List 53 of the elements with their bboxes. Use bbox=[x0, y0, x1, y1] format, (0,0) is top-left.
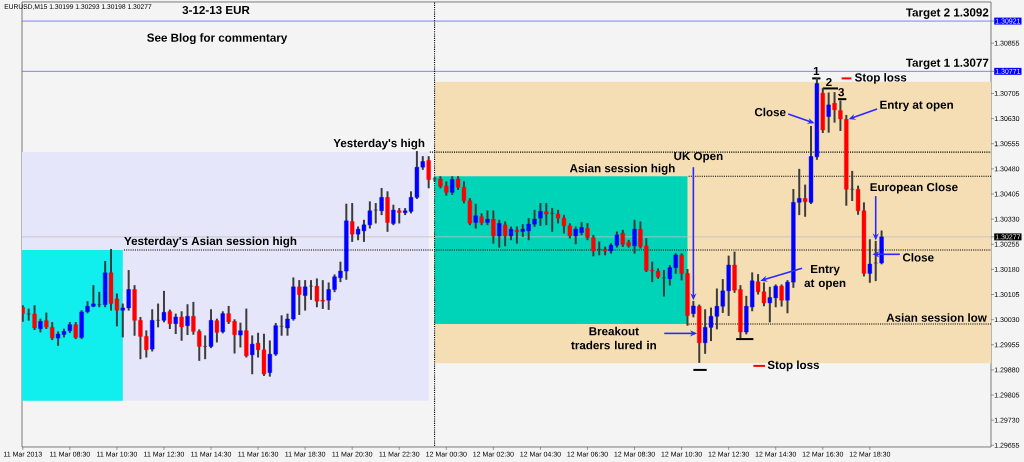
candlestick bbox=[179, 311, 184, 341]
annotation: Entry at open bbox=[880, 100, 953, 112]
ref-line-label: Target 2 1.3092 bbox=[905, 8, 989, 19]
candlestick bbox=[802, 184, 808, 217]
candlestick bbox=[185, 304, 190, 336]
candlestick bbox=[220, 311, 225, 334]
candlestick bbox=[97, 291, 102, 308]
series-label: Stop loss bbox=[854, 72, 907, 84]
candlestick bbox=[432, 177, 437, 182]
series-label: 1 bbox=[813, 66, 820, 75]
series-label: 3 bbox=[838, 88, 844, 97]
candlestick bbox=[350, 203, 355, 242]
candlestick bbox=[155, 303, 161, 328]
series-label: Asian session high bbox=[569, 163, 675, 175]
candlestick bbox=[503, 221, 508, 247]
annotation: European Close bbox=[870, 182, 958, 194]
annotation: See Blog for commentary bbox=[147, 33, 288, 45]
candlestick bbox=[26, 308, 31, 321]
series-label: 2 bbox=[826, 77, 832, 86]
annotation: Close bbox=[902, 253, 934, 262]
series-label: Asian session low bbox=[886, 313, 987, 322]
annotation: Close bbox=[754, 107, 786, 117]
candlestick bbox=[491, 210, 496, 244]
series-label: Stop loss bbox=[767, 360, 820, 372]
candlestick bbox=[373, 203, 378, 224]
annotation: UK Open bbox=[674, 151, 723, 163]
candlestick bbox=[514, 226, 520, 244]
annotation: Entry at open bbox=[804, 265, 846, 290]
annotation: Breakout traders lured in bbox=[571, 326, 656, 350]
chart-title: 3-12-13 EUR bbox=[182, 5, 250, 15]
candlestick bbox=[497, 219, 502, 248]
series-label: Yesterday's Asian session high bbox=[124, 236, 297, 248]
candlestick bbox=[203, 335, 208, 360]
candlestick bbox=[473, 203, 478, 229]
candlestick bbox=[297, 280, 302, 315]
candlestick bbox=[279, 315, 284, 336]
candlestick bbox=[250, 335, 255, 375]
candlestick bbox=[238, 322, 243, 348]
candlestick bbox=[426, 156, 431, 189]
ref-line-label: Target 1 1.3077 bbox=[905, 58, 989, 70]
candlestick bbox=[173, 313, 178, 335]
candlestick bbox=[308, 280, 314, 300]
candlestick bbox=[867, 239, 872, 283]
candlestick bbox=[214, 318, 220, 343]
series-label: Yesterday's high bbox=[333, 138, 425, 150]
candlestick bbox=[550, 208, 555, 232]
candlestick bbox=[632, 219, 637, 254]
candlestick bbox=[850, 170, 855, 202]
candlestick bbox=[391, 204, 396, 226]
candlestick bbox=[661, 270, 667, 297]
candlestick bbox=[826, 92, 831, 133]
candlestick bbox=[779, 284, 784, 307]
candlestick bbox=[597, 241, 602, 256]
